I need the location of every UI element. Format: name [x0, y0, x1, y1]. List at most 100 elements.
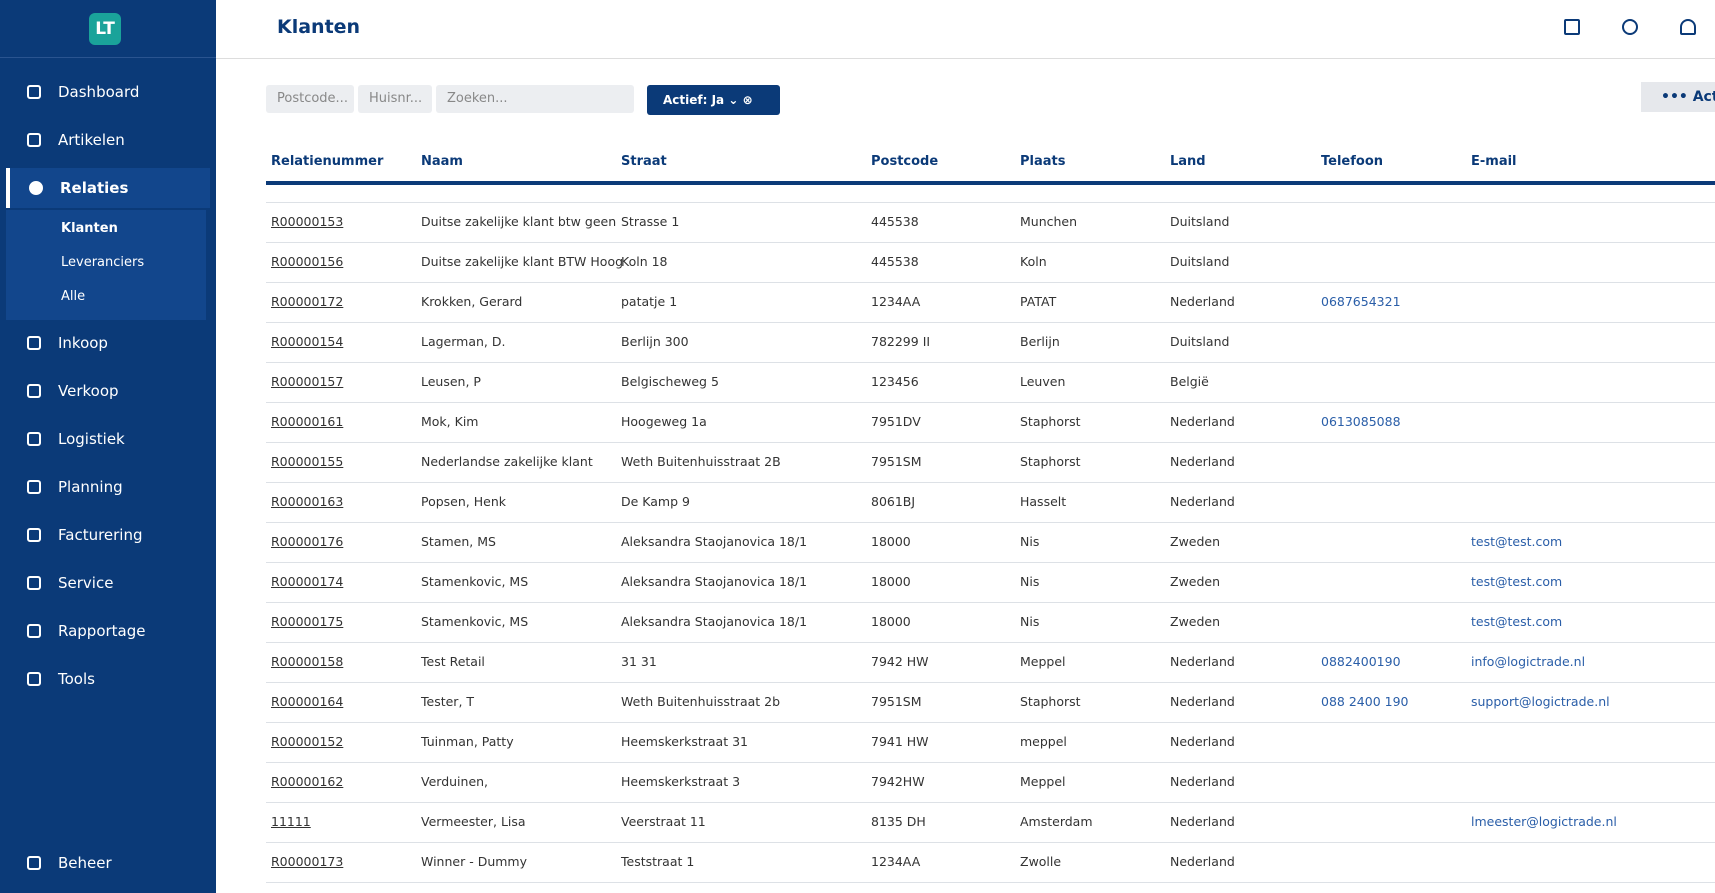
table-cell[interactable]: 0613085088 — [1321, 414, 1401, 429]
page-title: Klanten — [277, 16, 361, 38]
help-icon[interactable] — [1622, 19, 1638, 35]
nav-item[interactable]: Logistiek — [0, 419, 216, 459]
table-cell: PATAT — [1020, 294, 1057, 309]
table-cell: 123456 — [871, 374, 919, 389]
table-cell[interactable]: R00000152 — [271, 734, 344, 749]
bell-icon[interactable] — [1680, 19, 1696, 35]
nav-item[interactable]: Tools — [0, 659, 216, 699]
table-cell[interactable]: R00000175 — [271, 614, 344, 629]
nav-item[interactable]: Facturering — [0, 515, 216, 555]
table-row: R00000162 Verduinen, Heemskerkstraat 3 7942… — [266, 762, 1715, 803]
nav-item[interactable]: Verkoop — [0, 371, 216, 411]
submenu-item[interactable]: Leveranciers — [61, 255, 145, 270]
submenu-box — [6, 210, 206, 320]
logo[interactable]: LT — [89, 13, 121, 45]
table-cell[interactable]: R00000176 — [271, 534, 344, 549]
table-cell[interactable]: R00000163 — [271, 494, 344, 509]
nav-item[interactable]: Service — [0, 563, 216, 603]
acties-label: Acti — [1692, 89, 1715, 105]
table-cell: 31 31 — [621, 654, 657, 669]
column-header[interactable]: Relatienummer — [271, 154, 384, 169]
table-row: R00000173 Winner - Dummy Teststraat 1 1234A… — [266, 842, 1715, 883]
table-cell[interactable]: test@test.com — [1471, 614, 1563, 629]
postcode-input[interactable]: Postcode... — [266, 85, 354, 113]
table-cell[interactable]: R00000153 — [271, 214, 344, 229]
table-cell[interactable]: R00000154 — [271, 334, 344, 349]
nav-item[interactable]: Relaties — [6, 168, 210, 208]
table-cell: Duitsland — [1170, 254, 1230, 269]
table-cell: Nederland — [1170, 774, 1235, 789]
column-header[interactable]: Naam — [421, 154, 463, 169]
table-cell: Nederland — [1170, 694, 1235, 709]
table-cell: Mok, Kim — [421, 414, 479, 429]
table-cell: Nederland — [1170, 814, 1235, 829]
table-cell[interactable]: 11111 — [271, 814, 311, 829]
table-cell: Krokken, Gerard — [421, 294, 523, 309]
nav-label: Relaties — [60, 179, 129, 197]
table-cell[interactable]: info@logictrade.nl — [1471, 654, 1586, 669]
nav-icon — [27, 432, 41, 446]
nav-icon — [27, 624, 41, 638]
column-header[interactable]: E-mail — [1471, 154, 1517, 169]
nav-icon — [27, 672, 41, 686]
table-cell[interactable]: R00000156 — [271, 254, 344, 269]
column-header[interactable]: Telefoon — [1321, 154, 1384, 169]
table-cell: Weth Buitenhuisstraat 2B — [621, 454, 781, 469]
nav-icon — [27, 576, 41, 590]
table-cell[interactable]: R00000164 — [271, 694, 344, 709]
table-row: R00000153 Duitse zakelijke klant btw geen… — [266, 202, 1715, 243]
table-cell[interactable]: R00000173 — [271, 854, 344, 869]
table-cell: Heemskerkstraat 3 — [621, 774, 741, 789]
table-cell[interactable]: support@logictrade.nl — [1471, 694, 1610, 709]
submenu-item[interactable]: Klanten — [61, 221, 118, 236]
nav-item[interactable]: Beheer — [0, 843, 216, 883]
nav-icon — [27, 336, 41, 350]
table-cell: Teststraat 1 — [621, 854, 695, 869]
table-cell[interactable]: 088 2400 190 — [1321, 694, 1409, 709]
table-cell[interactable]: 0882400190 — [1321, 654, 1401, 669]
table-cell: Staphorst — [1020, 454, 1081, 469]
acties-button[interactable]: ••• Acti — [1641, 82, 1715, 112]
nav-icon — [27, 480, 41, 494]
huisnr-input[interactable]: Huisnr... — [358, 85, 432, 113]
column-header[interactable]: Land — [1170, 154, 1206, 169]
nav-icon — [27, 384, 41, 398]
table-cell: Aleksandra Staojanovica 18/1 — [621, 614, 808, 629]
table-cell[interactable]: R00000161 — [271, 414, 344, 429]
column-header[interactable]: Plaats — [1020, 154, 1066, 169]
table-cell[interactable]: test@test.com — [1471, 534, 1563, 549]
column-header[interactable]: Postcode — [871, 154, 939, 169]
table-cell: Stamenkovic, MS — [421, 574, 529, 589]
table-cell: Duitsland — [1170, 334, 1230, 349]
nav-icon — [27, 528, 41, 542]
table-cell[interactable]: R00000162 — [271, 774, 344, 789]
nav-label: Verkoop — [58, 382, 119, 400]
table-cell[interactable]: R00000158 — [271, 654, 344, 669]
table-cell: Staphorst — [1020, 694, 1081, 709]
table-cell[interactable]: R00000157 — [271, 374, 344, 389]
nav-item[interactable]: Rapportage — [0, 611, 216, 651]
nav-item[interactable]: Dashboard — [0, 72, 216, 112]
search-input[interactable]: Zoeken... — [436, 85, 634, 113]
table-cell: Heemskerkstraat 31 — [621, 734, 748, 749]
filter-chip[interactable]: Actief: Ja ⌄ ⊗ — [647, 85, 780, 115]
table-cell[interactable]: test@test.com — [1471, 574, 1563, 589]
table-row: R00000174 Stamenkovic, MS Aleksandra Staoj… — [266, 562, 1715, 603]
table-cell[interactable]: lmeester@logictrade.nl — [1471, 814, 1617, 829]
nav-icon — [29, 181, 43, 195]
nav-item[interactable]: Inkoop — [0, 323, 216, 363]
nav-item[interactable]: Artikelen — [0, 120, 216, 160]
table-row: R00000163 Popsen, Henk De Kamp 9 8061BJ Hass… — [266, 482, 1715, 523]
table-cell[interactable]: R00000172 — [271, 294, 344, 309]
table-cell[interactable]: 0687654321 — [1321, 294, 1401, 309]
table-row: R00000155 Nederlandse zakelijke klant Weth… — [266, 442, 1715, 483]
nav-item[interactable]: Planning — [0, 467, 216, 507]
column-header[interactable]: Straat — [621, 154, 667, 169]
table-cell: Duitsland — [1170, 214, 1230, 229]
table-cell[interactable]: R00000155 — [271, 454, 344, 469]
table-cell[interactable]: R00000174 — [271, 574, 344, 589]
announce-icon[interactable] — [1564, 19, 1580, 35]
table-row: R00000158 Test Retail 31 31 7942 HW Meppel Ne… — [266, 642, 1715, 683]
submenu-item[interactable]: Alle — [61, 289, 86, 304]
